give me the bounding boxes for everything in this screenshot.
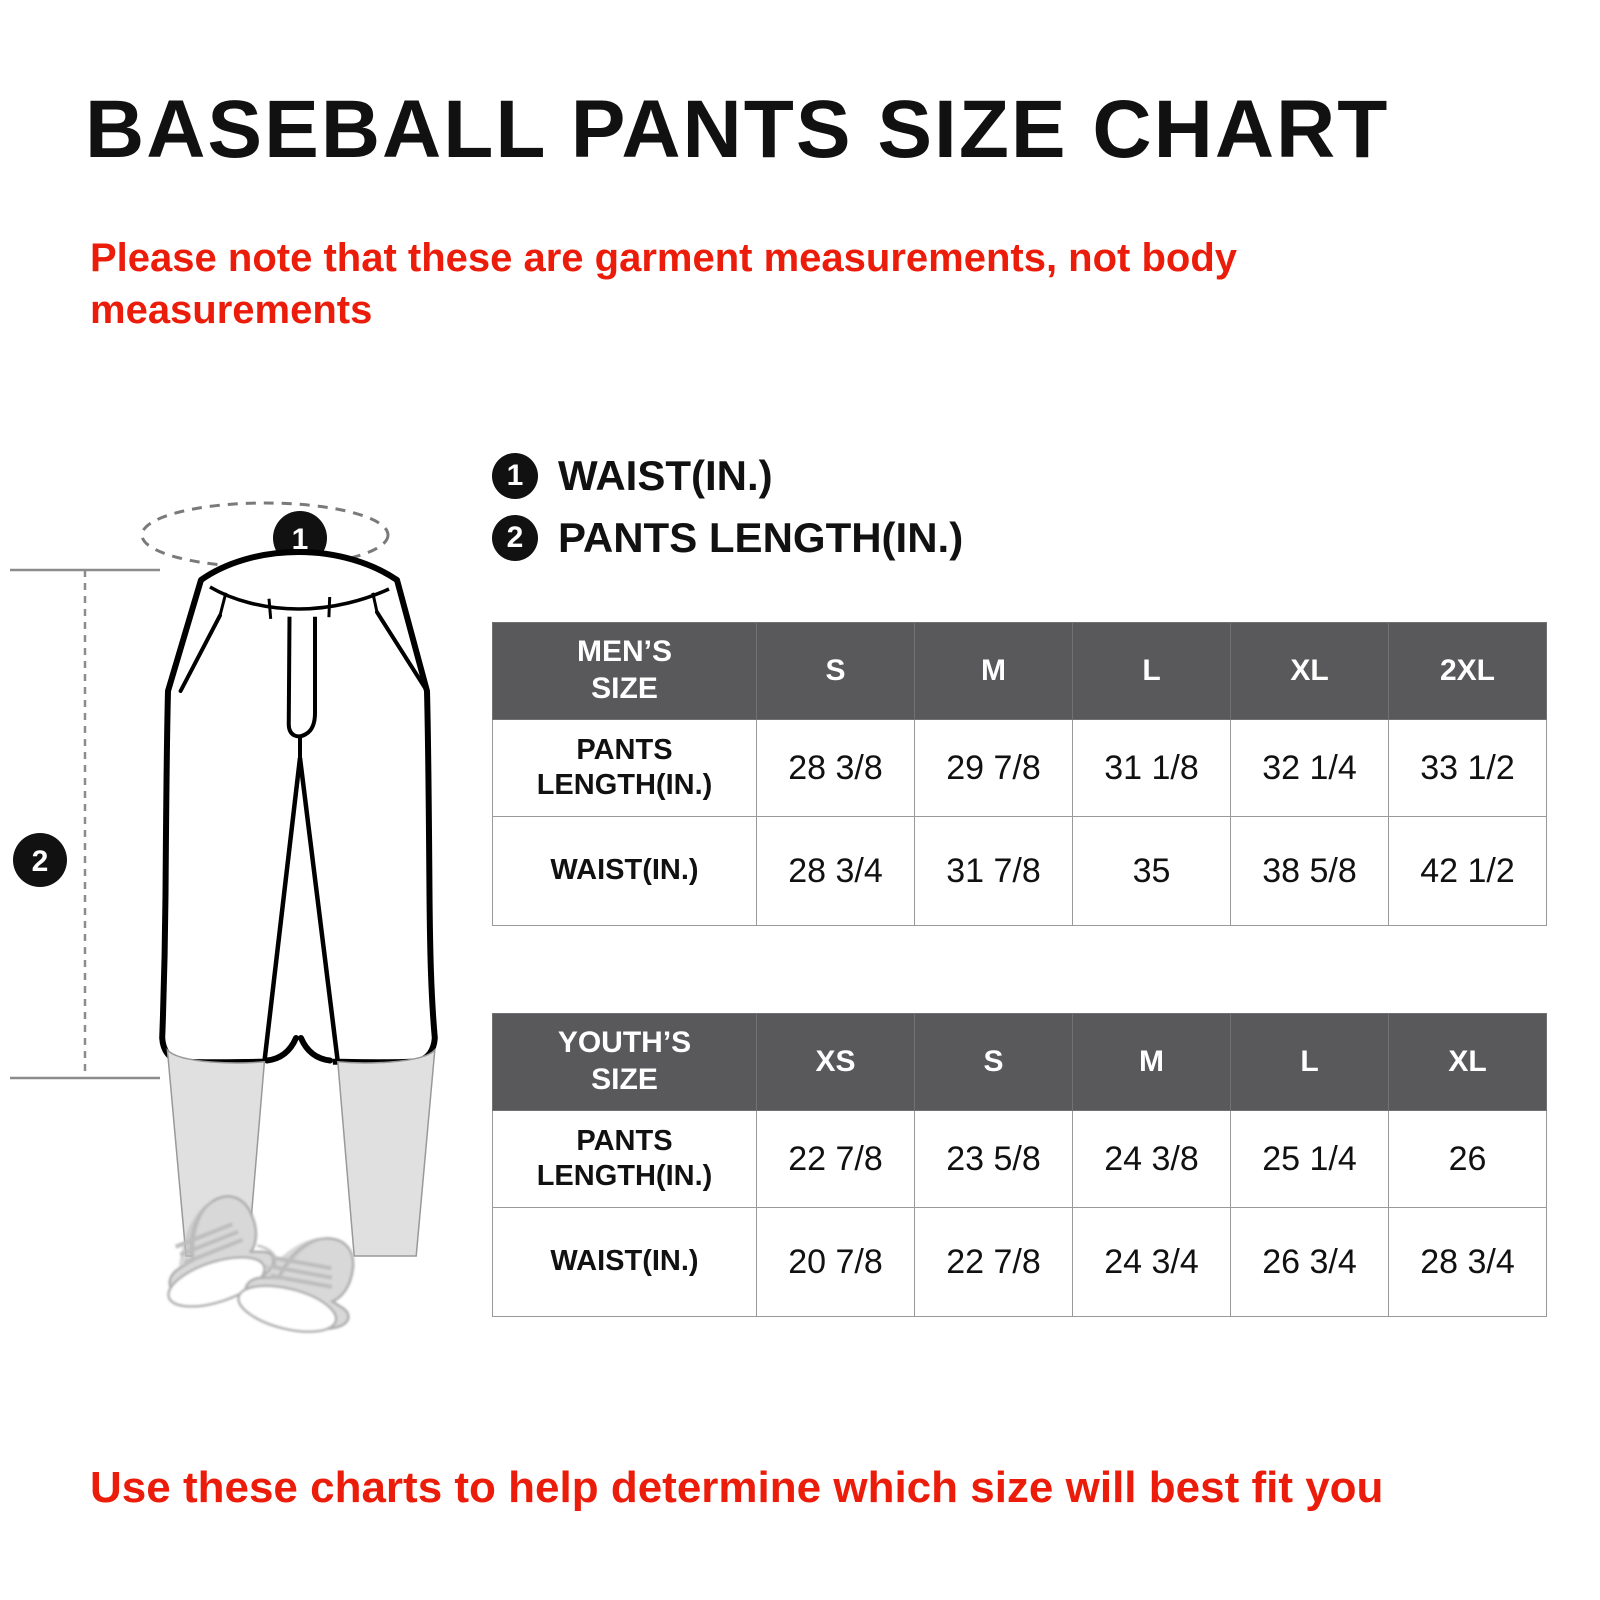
svg-text:2: 2 <box>32 845 49 878</box>
